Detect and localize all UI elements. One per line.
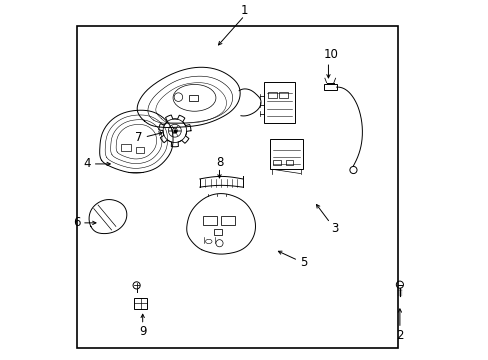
Bar	[269, 139, 303, 169]
Text: 5: 5	[299, 256, 306, 269]
Bar	[203, 216, 217, 225]
Text: 8: 8	[215, 156, 223, 168]
Text: 9: 9	[139, 325, 146, 338]
Bar	[279, 93, 287, 98]
Bar	[323, 84, 336, 90]
Bar	[272, 160, 281, 165]
Text: 10: 10	[323, 49, 338, 62]
Bar	[264, 82, 294, 123]
Bar	[285, 160, 293, 165]
Bar	[121, 144, 131, 152]
Bar	[221, 216, 234, 225]
Text: 6: 6	[73, 216, 81, 229]
Text: 3: 3	[330, 222, 338, 235]
Text: 4: 4	[83, 157, 91, 170]
Bar	[134, 298, 147, 309]
Text: 1: 1	[240, 4, 248, 17]
Bar	[267, 93, 276, 98]
Bar	[189, 95, 198, 102]
Bar	[135, 147, 144, 153]
Text: 2: 2	[395, 329, 403, 342]
Text: 7: 7	[135, 131, 142, 144]
Bar	[214, 229, 222, 235]
